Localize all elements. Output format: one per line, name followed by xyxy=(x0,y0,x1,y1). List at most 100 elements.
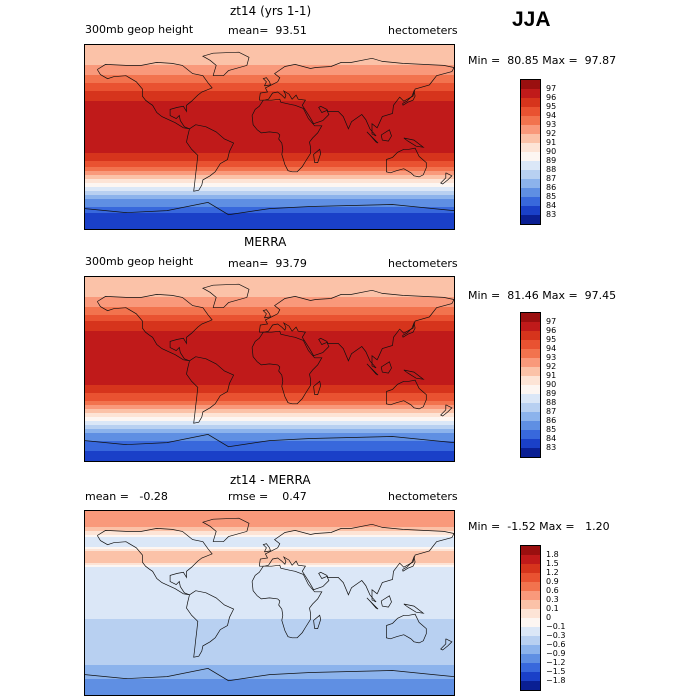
field-band xyxy=(85,301,454,304)
field-band xyxy=(85,71,454,74)
field-band xyxy=(85,515,454,518)
field-band xyxy=(85,111,454,114)
coastline xyxy=(313,148,322,163)
field-band xyxy=(85,541,454,544)
coastline xyxy=(258,57,454,137)
field-band xyxy=(85,179,454,182)
field-band xyxy=(85,419,454,422)
field-band xyxy=(85,131,454,134)
field-band xyxy=(85,651,454,654)
panel-2-variable: 300mb geop height xyxy=(85,255,194,268)
panel-1-colorbar xyxy=(520,79,541,225)
field-band xyxy=(85,589,454,592)
colorbar-tick-label: 97 xyxy=(546,84,557,93)
field-band xyxy=(85,337,454,340)
colorbar-tick-label: 96 xyxy=(546,93,557,102)
colorbar-tick-label: 97 xyxy=(546,317,557,326)
colorbar-tick-label: 93 xyxy=(546,353,557,362)
field-band xyxy=(85,553,454,556)
field-band xyxy=(85,455,454,458)
panel-1-variable: 300mb geop height xyxy=(85,23,194,36)
field-band xyxy=(85,47,454,50)
field-band xyxy=(85,663,454,666)
field-band xyxy=(85,371,454,374)
colorbar-swatch xyxy=(521,107,540,116)
colorbar-swatch xyxy=(521,412,540,421)
colorbar-swatch xyxy=(521,152,540,161)
panel-1-title: zt14 (yrs 1-1) xyxy=(230,4,312,18)
field-band xyxy=(85,645,454,648)
field-band xyxy=(85,453,454,456)
field-band xyxy=(85,409,454,412)
field-band xyxy=(85,559,454,562)
panel-3-title: zt14 - MERRA xyxy=(230,473,311,487)
field-band xyxy=(85,321,454,324)
field-band xyxy=(85,209,454,212)
field-band xyxy=(85,203,454,206)
field-band xyxy=(85,93,454,96)
field-band xyxy=(85,211,454,214)
colorbar-tick-label: 96 xyxy=(546,326,557,335)
field-band xyxy=(85,115,454,118)
coastline xyxy=(366,363,379,376)
field-band xyxy=(85,289,454,292)
field-band xyxy=(85,63,454,66)
field-band xyxy=(85,105,454,108)
field-band xyxy=(85,373,454,376)
field-band xyxy=(85,659,454,662)
field-band xyxy=(85,677,454,680)
coastline xyxy=(402,555,416,572)
field-band xyxy=(85,145,454,148)
field-band xyxy=(85,69,454,72)
colorbar-tick-label: 87 xyxy=(546,174,557,183)
field-band xyxy=(85,95,454,98)
colorbar-swatch xyxy=(521,421,540,430)
field-band xyxy=(85,113,454,116)
colorbar-swatch xyxy=(521,188,540,197)
field-band xyxy=(85,693,454,695)
field-band xyxy=(85,529,454,532)
field-band xyxy=(85,527,454,530)
field-band xyxy=(85,657,454,660)
coastline xyxy=(186,590,235,658)
field-band xyxy=(85,637,454,640)
field-band xyxy=(85,415,454,418)
field-band xyxy=(85,575,454,578)
field-band xyxy=(85,427,454,430)
field-band xyxy=(85,101,454,104)
field-band xyxy=(85,447,454,450)
field-band xyxy=(85,581,454,584)
colorbar-swatch xyxy=(521,654,540,663)
panel-1-minmax: Min = 80.85 Max = 97.87 xyxy=(468,54,617,67)
field-band xyxy=(85,127,454,130)
colorbar-tick-label: −1.5 xyxy=(546,667,566,676)
colorbar-swatch xyxy=(521,322,540,331)
field-band xyxy=(85,339,454,342)
field-band xyxy=(85,617,454,620)
coastline xyxy=(85,202,454,216)
field-band xyxy=(85,361,454,364)
field-band xyxy=(85,51,454,54)
colorbar-tick-label: 85 xyxy=(546,425,557,434)
field-band xyxy=(85,217,454,220)
colorbar-swatch xyxy=(521,681,540,690)
colorbar-swatch xyxy=(521,439,540,448)
colorbar-tick-label: 94 xyxy=(546,111,557,120)
field-band xyxy=(85,625,454,628)
field-band xyxy=(85,297,454,300)
field-band xyxy=(85,683,454,686)
colorbar-tick-label: 92 xyxy=(546,129,557,138)
map-field xyxy=(85,277,454,461)
colorbar-swatch xyxy=(521,116,540,125)
field-band xyxy=(85,569,454,572)
field-band xyxy=(85,623,454,626)
field-band xyxy=(85,611,454,614)
field-band xyxy=(85,161,454,164)
field-band xyxy=(85,449,454,452)
field-band xyxy=(85,139,454,142)
colorbar-swatch xyxy=(521,161,540,170)
field-band xyxy=(85,291,454,294)
field-band xyxy=(85,425,454,428)
field-band xyxy=(85,421,454,424)
coastline xyxy=(380,595,392,608)
